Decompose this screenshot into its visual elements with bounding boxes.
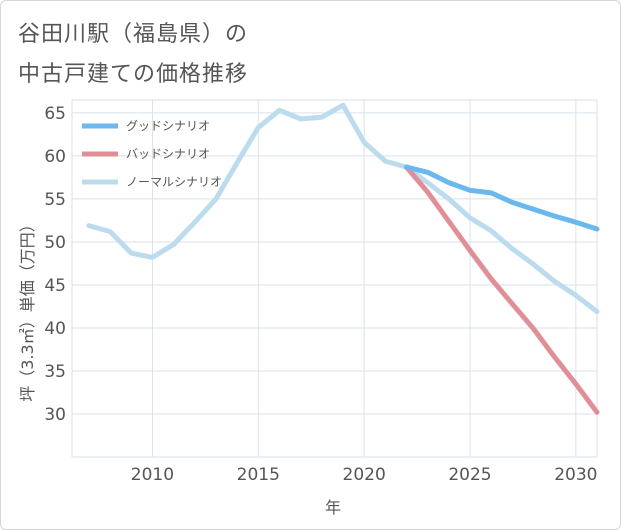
chart-series bbox=[86, 102, 600, 415]
legend-label-0: グッドシナリオ bbox=[126, 119, 210, 133]
y-tick-label: 30 bbox=[44, 405, 66, 425]
x-tick-label: 2025 bbox=[448, 465, 491, 485]
chart-title-line1: 谷田川駅（福島県）の bbox=[18, 22, 249, 47]
x-axis-label: 年 bbox=[325, 498, 341, 517]
y-tick-label: 50 bbox=[44, 233, 66, 253]
x-tick-label: 2020 bbox=[343, 465, 386, 485]
series-line-1 bbox=[404, 164, 600, 415]
legend-label-1: バッドシナリオ bbox=[126, 147, 210, 161]
chart-ticks: 30 35 40 45 50 55 60 65 2010 2015 2020 2025 2030 bbox=[44, 104, 597, 485]
y-tick-label: 45 bbox=[44, 276, 66, 296]
series-line-2 bbox=[86, 102, 600, 315]
y-tick-label: 35 bbox=[44, 362, 66, 382]
y-tick-label: 55 bbox=[44, 190, 66, 210]
series-line-0 bbox=[404, 164, 600, 232]
y-tick-label: 60 bbox=[44, 147, 66, 167]
chart-title-line2: 中古戸建ての価格推移 bbox=[18, 62, 249, 87]
y-tick-label: 65 bbox=[44, 104, 66, 124]
x-tick-label: 2030 bbox=[554, 465, 597, 485]
plot-area bbox=[71, 99, 598, 458]
legend-label-2: ノーマルシナリオ bbox=[126, 175, 222, 189]
y-tick-label: 40 bbox=[44, 319, 66, 339]
x-tick-label: 2015 bbox=[237, 465, 280, 485]
y-axis-label: 坪（3.3㎡）単価（万円） bbox=[18, 216, 37, 401]
x-tick-label: 2010 bbox=[131, 465, 174, 485]
